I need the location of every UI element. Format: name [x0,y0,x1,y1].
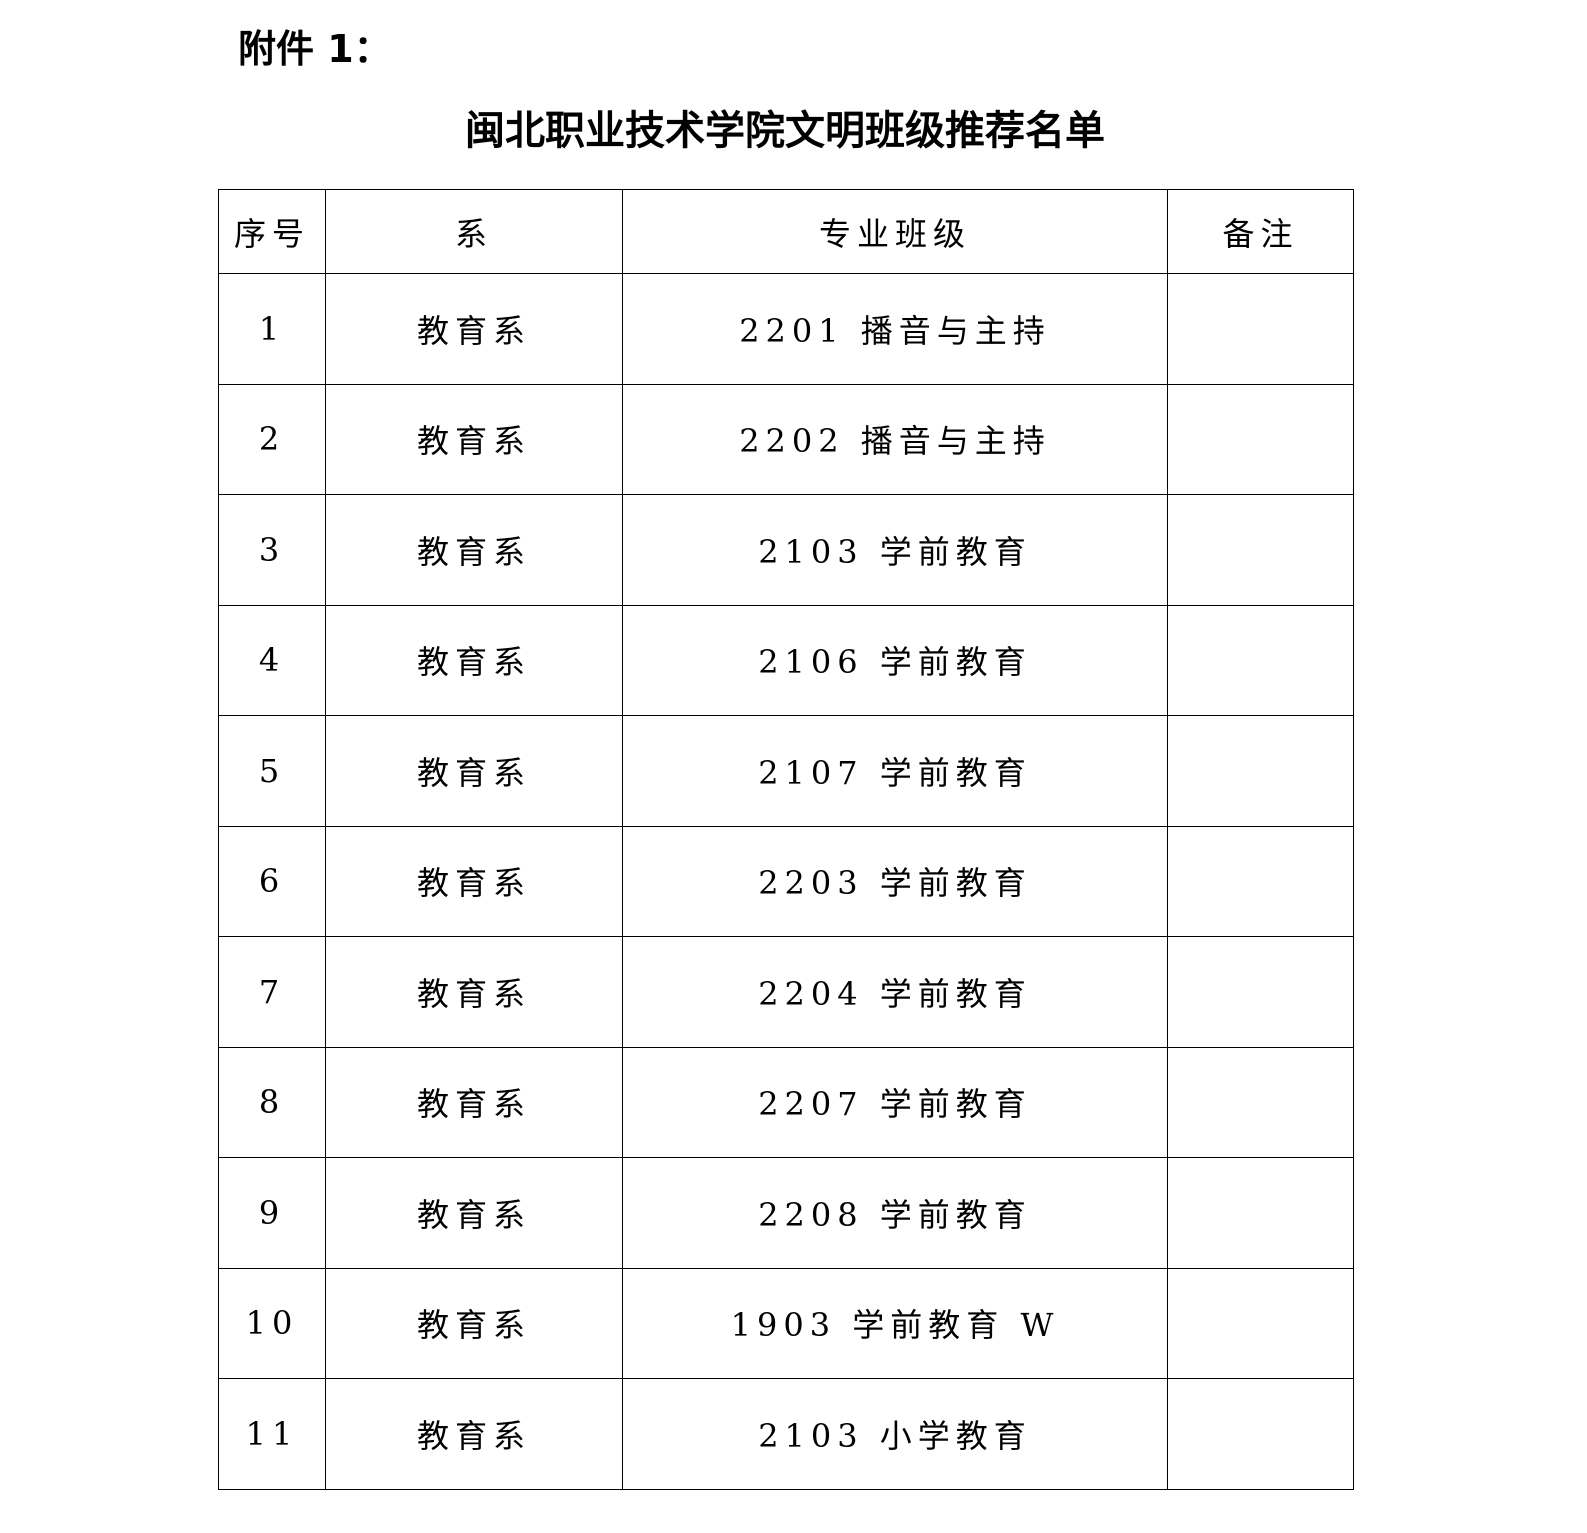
cell-no: 1 [218,273,326,385]
header-no: 序号 [218,189,326,274]
table-row: 2 教育系 2202 播音与主持 [218,383,1354,495]
cell-no: 9 [218,1157,326,1269]
cell-no: 2 [218,383,326,495]
cell-dept: 教育系 [325,273,623,385]
cell-class: 2106 学前教育 [622,604,1168,716]
cell-no: 6 [218,825,326,937]
table-row: 7 教育系 2204 学前教育 [218,936,1354,1048]
table-row: 9 教育系 2208 学前教育 [218,1157,1354,1269]
cell-no: 8 [218,1046,326,1158]
cell-note [1167,825,1354,937]
table-row: 1 教育系 2201 播音与主持 [218,273,1354,385]
header-class: 专业班级 [622,189,1168,274]
table-header-row: 序号 系 专业班级 备注 [218,189,1354,274]
cell-dept: 教育系 [325,604,623,716]
cell-class: 2208 学前教育 [622,1157,1168,1269]
cell-note [1167,273,1354,385]
cell-note [1167,1378,1354,1490]
cell-dept: 教育系 [325,383,623,495]
cell-note [1167,494,1354,606]
document-title: 闽北职业技术学院文明班级推荐名单 [465,108,1105,154]
table-row: 3 教育系 2103 学前教育 [218,494,1354,606]
cell-note [1167,936,1354,1048]
cell-dept: 教育系 [325,936,623,1048]
table-row: 10 教育系 1903 学前教育 W [218,1267,1354,1379]
cell-no: 7 [218,936,326,1048]
table-row: 8 教育系 2207 学前教育 [218,1046,1354,1158]
attachment-label: 附件 1： [238,27,392,71]
cell-note [1167,604,1354,716]
cell-note [1167,1046,1354,1158]
cell-dept: 教育系 [325,825,623,937]
cell-class: 2202 播音与主持 [622,383,1168,495]
table-row: 6 教育系 2203 学前教育 [218,825,1354,937]
cell-class: 2204 学前教育 [622,936,1168,1048]
cell-note [1167,715,1354,827]
cell-no: 11 [218,1378,326,1490]
cell-dept: 教育系 [325,1378,623,1490]
header-dept: 系 [325,189,623,274]
cell-dept: 教育系 [325,1267,623,1379]
cell-class: 2103 小学教育 [622,1378,1168,1490]
cell-note [1167,383,1354,495]
cell-class: 2103 学前教育 [622,494,1168,606]
cell-note [1167,1267,1354,1379]
cell-class: 2207 学前教育 [622,1046,1168,1158]
table-row: 11 教育系 2103 小学教育 [218,1378,1354,1490]
cell-dept: 教育系 [325,1046,623,1158]
cell-class: 2203 学前教育 [622,825,1168,937]
cell-class: 2201 播音与主持 [622,273,1168,385]
cell-dept: 教育系 [325,715,623,827]
cell-no: 10 [218,1267,326,1379]
table-row: 4 教育系 2106 学前教育 [218,604,1354,716]
cell-class: 1903 学前教育 W [622,1267,1168,1379]
cell-class: 2107 学前教育 [622,715,1168,827]
cell-dept: 教育系 [325,1157,623,1269]
cell-no: 3 [218,494,326,606]
cell-no: 5 [218,715,326,827]
cell-note [1167,1157,1354,1269]
cell-dept: 教育系 [325,494,623,606]
table-row: 5 教育系 2107 学前教育 [218,715,1354,827]
header-note: 备注 [1167,189,1354,274]
recommendation-table: 序号 系 专业班级 备注 1 教育系 2201 播音与主持 2 教育系 2202 播音与主… [218,189,1354,1490]
cell-no: 4 [218,604,326,716]
